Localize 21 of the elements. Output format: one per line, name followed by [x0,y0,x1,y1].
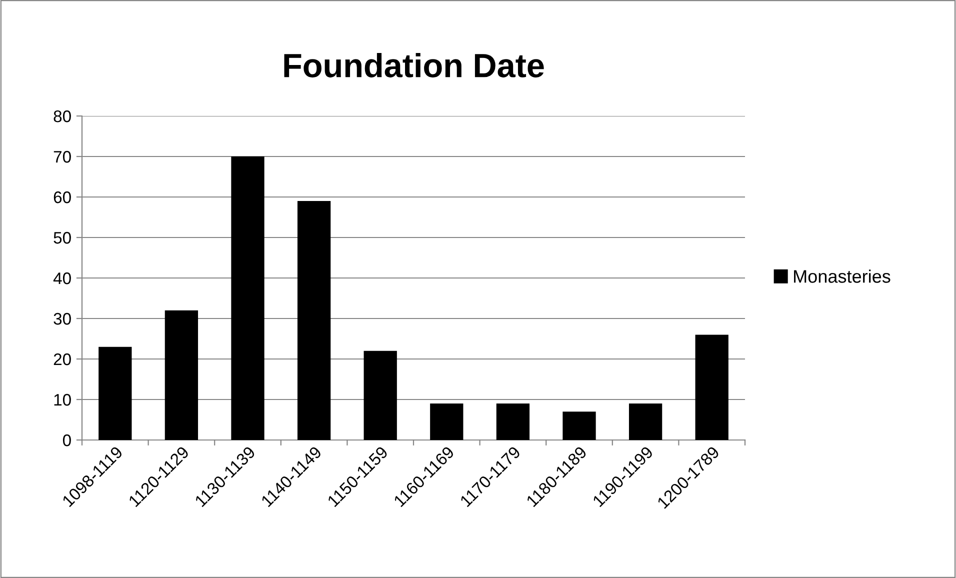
bar [695,334,728,440]
y-tick-label: 70 [54,150,71,163]
y-tick-label: 10 [54,394,71,406]
y-tick-label: 20 [54,353,71,366]
y-tick-label: 30 [54,312,71,325]
bar [364,350,397,440]
y-tick-label: 40 [53,272,71,284]
chart-title: Foundation Date [284,52,544,78]
bar [231,156,264,440]
legend-label: Monasteries [794,270,890,283]
bar [98,346,132,440]
bar [628,404,662,440]
bar [496,404,530,440]
bar [562,412,596,440]
y-tick-label: 50 [54,232,71,244]
bar [164,310,198,440]
y-tick-label: 0 [62,434,71,446]
y-tick-label: 60 [54,191,71,204]
bar [430,404,464,440]
bar [297,201,331,440]
y-tick-label: 80 [54,110,71,122]
